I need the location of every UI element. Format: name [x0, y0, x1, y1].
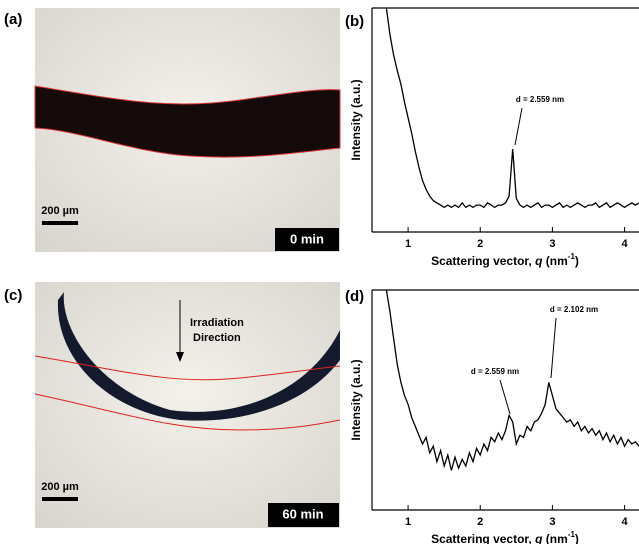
x-axis-label-var: q — [535, 254, 543, 268]
fiber — [34, 85, 341, 158]
x-tick-label: 1 — [405, 238, 411, 250]
time-label: 0 min — [290, 231, 324, 246]
panel-label: (a) — [4, 11, 22, 28]
x-axis-label-var: q — [535, 532, 543, 544]
peak-annotation: d = 2.559 nm — [516, 95, 564, 104]
original-outline — [34, 393, 341, 431]
scale-label: 200 µm — [41, 481, 79, 493]
x-tick-label: 4 — [622, 238, 629, 250]
annotation-pointer — [499, 379, 511, 415]
scale-bar — [42, 497, 78, 501]
annotation-pointer — [514, 107, 523, 146]
original-outline — [34, 355, 341, 381]
x-axis-label: Scattering vector, q (nm-1) — [431, 530, 579, 544]
x-axis-label-text: Scattering vector, — [431, 254, 535, 268]
x-axis-label: Scattering vector, q (nm-1) — [431, 252, 579, 268]
x-tick-label: 2 — [477, 238, 483, 250]
x-axis-label-unit: (nm — [542, 532, 567, 544]
x-tick-label: 4 — [622, 516, 629, 528]
x-axis-label-unit: (nm — [542, 254, 567, 268]
scale-label: 200 µm — [41, 205, 79, 217]
x-tick-label: 1 — [405, 516, 411, 528]
y-axis-label: Intensity (a.u.) — [349, 79, 363, 160]
micrograph — [35, 282, 340, 528]
time-box — [275, 228, 339, 251]
annotation: Direction — [193, 332, 241, 344]
x-axis-label-exp: -1 — [568, 530, 576, 539]
data-line — [385, 7, 639, 209]
x-axis-label-text: Scattering vector, — [431, 532, 535, 544]
peak-annotation: d = 2.559 nm — [471, 367, 519, 376]
panel-label: (b) — [345, 13, 364, 30]
data-line — [385, 289, 639, 471]
time-label: 60 min — [282, 506, 323, 521]
arrow-head — [176, 352, 184, 362]
panel-label: (c) — [4, 287, 22, 304]
x-tick-label: 2 — [477, 516, 483, 528]
x-axis-label-exp: -1 — [568, 252, 576, 261]
peak-annotation: d = 2.102 nm — [550, 305, 598, 314]
panel-label: (d) — [345, 288, 364, 305]
x-tick-label: 3 — [549, 238, 555, 250]
x-axis-label-close: ) — [575, 254, 579, 268]
x-tick-label: 3 — [549, 516, 555, 528]
annotation-pointer — [550, 317, 557, 379]
annotation: Irradiation — [190, 317, 244, 329]
y-axis-label: Intensity (a.u.) — [349, 359, 363, 440]
x-axis-label-close: ) — [575, 532, 579, 544]
scale-bar — [42, 221, 78, 225]
time-box — [268, 503, 339, 527]
